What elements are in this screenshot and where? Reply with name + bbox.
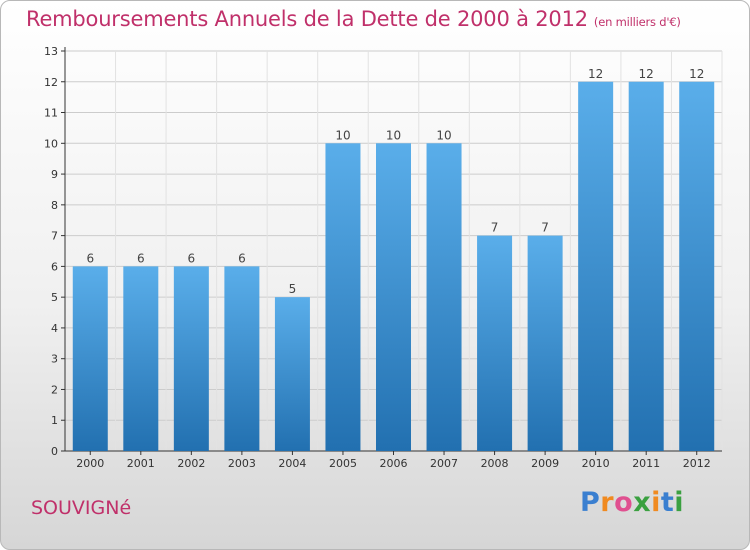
y-tick-label: 4 bbox=[51, 322, 58, 335]
x-tick-label: 2003 bbox=[228, 457, 256, 470]
x-tick-label: 2009 bbox=[531, 457, 559, 470]
y-tick-label: 8 bbox=[51, 199, 58, 212]
logo-letter: i bbox=[651, 487, 661, 518]
bar bbox=[224, 266, 260, 451]
y-tick-label: 12 bbox=[44, 76, 58, 89]
proxiti-logo[interactable]: Proxiti bbox=[580, 487, 684, 518]
chart-title-text: Remboursements Annuels de la Dette de 20… bbox=[26, 7, 588, 31]
x-tick-label: 2012 bbox=[683, 457, 711, 470]
bar bbox=[325, 143, 361, 452]
y-tick-label: 0 bbox=[51, 445, 58, 458]
data-label: 6 bbox=[188, 251, 196, 265]
logo-letter: o bbox=[614, 487, 634, 518]
y-tick-label: 5 bbox=[51, 291, 58, 304]
bar bbox=[274, 297, 310, 451]
data-label: 12 bbox=[689, 67, 704, 81]
bar bbox=[628, 81, 664, 452]
x-tick-label: 2002 bbox=[177, 457, 205, 470]
data-label: 12 bbox=[639, 67, 654, 81]
y-tick-label: 6 bbox=[51, 260, 58, 273]
data-label: 10 bbox=[335, 128, 350, 142]
logo-letter: t bbox=[660, 487, 675, 518]
bar bbox=[376, 143, 411, 452]
y-tick-label: 7 bbox=[51, 230, 58, 243]
y-tick-label: 1 bbox=[51, 414, 58, 427]
y-tick-label: 3 bbox=[51, 353, 58, 366]
bar bbox=[72, 266, 108, 451]
bar bbox=[527, 235, 563, 451]
bar bbox=[679, 81, 715, 452]
data-label: 5 bbox=[289, 282, 297, 296]
y-tick-label: 10 bbox=[44, 137, 58, 150]
commune-name: SOUVIGNé bbox=[31, 497, 132, 519]
data-label: 10 bbox=[436, 128, 451, 142]
y-tick-label: 11 bbox=[44, 107, 58, 120]
x-tick-label: 2004 bbox=[278, 457, 306, 470]
logo-letter: i bbox=[674, 487, 685, 518]
x-tick-label: 2000 bbox=[76, 457, 104, 470]
chart-title: Remboursements Annuels de la Dette de 20… bbox=[26, 7, 681, 31]
logo-letter: x bbox=[633, 487, 652, 518]
logo-letter: r bbox=[600, 487, 615, 518]
data-label: 6 bbox=[86, 251, 94, 265]
data-label: 6 bbox=[238, 251, 246, 265]
x-tick-label: 2011 bbox=[632, 457, 660, 470]
x-tick-label: 2006 bbox=[380, 457, 408, 470]
data-label: 6 bbox=[137, 251, 145, 265]
y-tick-label: 9 bbox=[51, 168, 58, 181]
bar bbox=[477, 235, 513, 451]
data-label: 12 bbox=[588, 67, 603, 81]
x-tick-label: 2001 bbox=[127, 457, 155, 470]
data-label: 10 bbox=[386, 128, 401, 142]
x-tick-label: 2005 bbox=[329, 457, 357, 470]
bar bbox=[173, 266, 209, 451]
unit-label: (en milliers d'€) bbox=[593, 15, 681, 29]
bar bbox=[426, 143, 462, 452]
data-label: 7 bbox=[491, 221, 499, 235]
bar bbox=[123, 266, 159, 451]
y-tick-label: 13 bbox=[44, 45, 58, 58]
x-tick-label: 2007 bbox=[430, 457, 458, 470]
data-label: 7 bbox=[541, 221, 549, 235]
bar bbox=[578, 81, 614, 452]
logo-letter: P bbox=[580, 487, 601, 518]
x-tick-label: 2008 bbox=[481, 457, 509, 470]
bars bbox=[72, 81, 715, 452]
data-labels: 6 6 6 6 5 10 10 10 7 7 12 12 12 bbox=[86, 67, 704, 296]
y-tick-label: 2 bbox=[51, 383, 58, 396]
x-tick-label: 2010 bbox=[582, 457, 610, 470]
